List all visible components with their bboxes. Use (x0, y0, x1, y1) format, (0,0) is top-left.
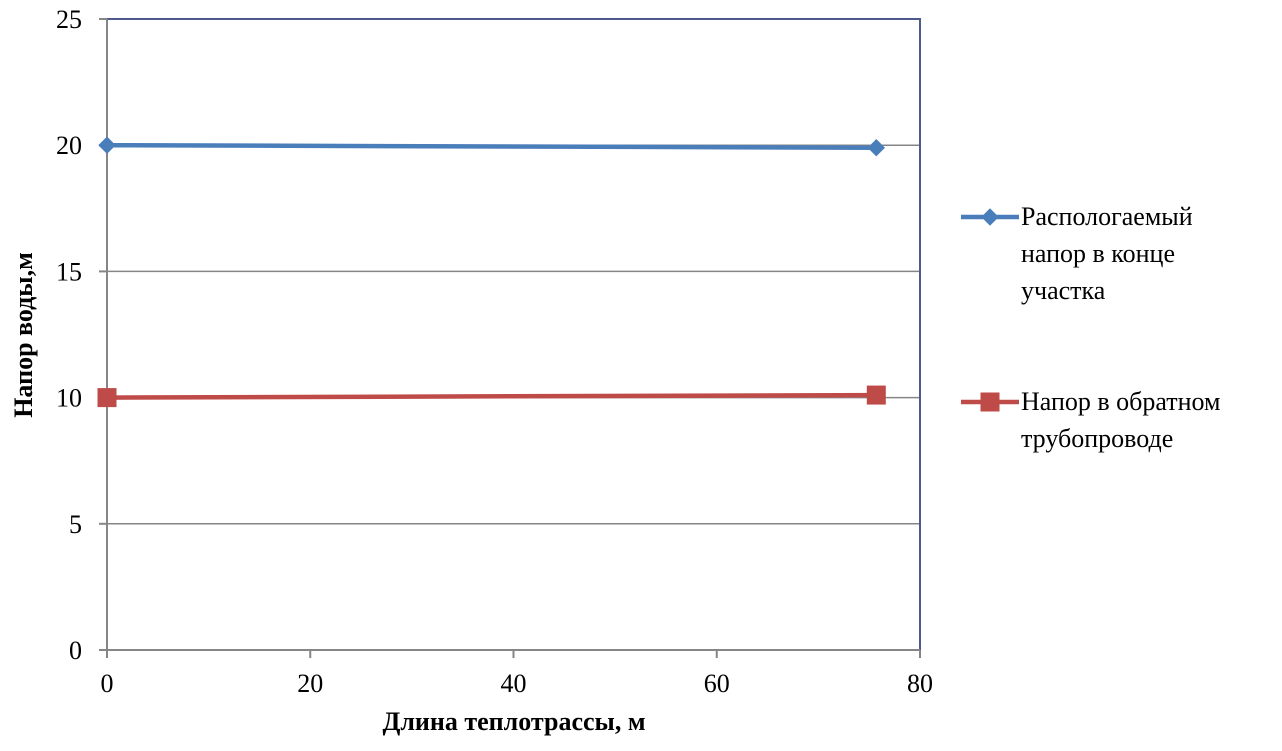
legend-item-2: Напор в обратном трубопроводе (961, 387, 1221, 453)
y-tick-label: 25 (56, 5, 82, 34)
series-2 (97, 385, 886, 408)
legend-label-line: Напор в обратном (1021, 387, 1221, 416)
legend-swatch-marker (981, 208, 999, 226)
legend: Распологаемый напор в конце участка Напор в… (961, 202, 1221, 453)
x-tick-label: 80 (907, 669, 933, 698)
y-tick-label: 10 (56, 384, 82, 413)
legend-label-line: Распологаемый (1021, 202, 1193, 231)
legend-item-1: Распологаемый напор в конце участка (961, 202, 1193, 305)
x-tick-label: 0 (101, 669, 114, 698)
legend-label-line: трубопроводе (1021, 424, 1173, 453)
x-tick-label: 20 (297, 669, 323, 698)
y-tick-label: 20 (56, 131, 82, 160)
y-tick-label: 15 (56, 257, 82, 286)
grid-layer (107, 18, 920, 525)
legend-label-line: напор в конце (1021, 239, 1175, 268)
y-tick-label: 0 (69, 636, 82, 665)
axis-layer: 0 5 10 15 20 25 0 20 40 60 80 (56, 5, 933, 698)
series-1-line (106, 142, 877, 150)
series-layer (97, 136, 886, 408)
legend-label-line: участка (1021, 276, 1106, 305)
series-1-point (867, 139, 886, 157)
series-2-point (866, 385, 886, 405)
series-1 (98, 136, 886, 157)
y-tick-label: 5 (69, 510, 82, 539)
y-axis-title: Напор воды,м (9, 252, 38, 418)
series-2-line (106, 392, 877, 400)
series-1-point (98, 136, 116, 154)
series-2-point (97, 388, 117, 408)
x-tick-label: 60 (704, 669, 730, 698)
x-axis-title: Длина теплотрассы, м (382, 707, 645, 736)
x-tick-label: 40 (501, 669, 527, 698)
plot-area-border (106, 18, 921, 651)
legend-swatch-marker (980, 392, 1000, 412)
